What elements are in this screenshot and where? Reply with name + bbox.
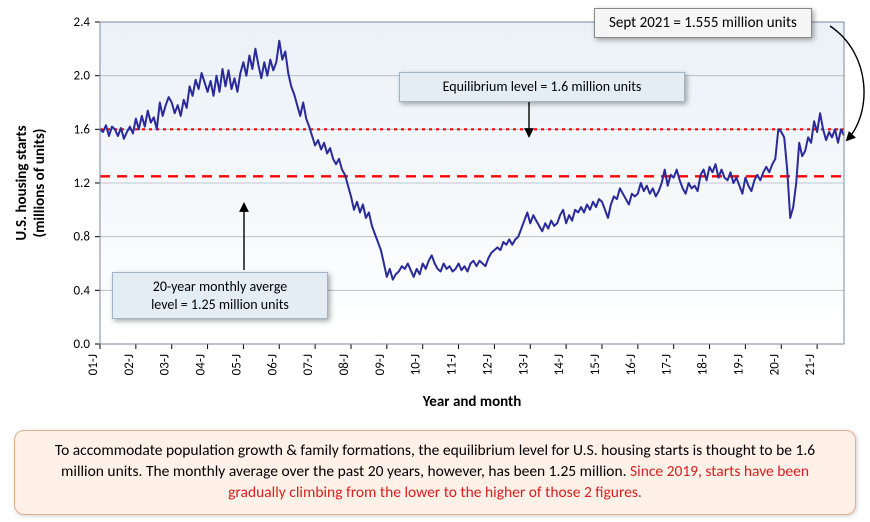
svg-text:18-J: 18-J: [696, 354, 711, 375]
svg-text:19-J: 19-J: [731, 354, 746, 375]
svg-text:0.4: 0.4: [74, 283, 91, 298]
svg-text:(millions of units): (millions of units): [31, 129, 49, 238]
svg-text:0.8: 0.8: [74, 230, 91, 245]
svg-text:03-J: 03-J: [158, 354, 173, 375]
svg-text:02-J: 02-J: [122, 354, 137, 375]
svg-text:17-J: 17-J: [660, 354, 675, 375]
svg-text:16-J: 16-J: [624, 354, 639, 375]
svg-text:09-J: 09-J: [373, 354, 388, 375]
svg-text:2.0: 2.0: [74, 69, 91, 84]
page: 0.0 0.4 0.8 1.2 1.6 2.0 2.4 01-J 02-J 03-J 04-J 05-…: [0, 0, 870, 522]
svg-text:07-J: 07-J: [301, 354, 316, 375]
annotation-equilibrium-text: Equilibrium level = 1.6 million units: [443, 78, 642, 95]
callout-sept-2021: Sept 2021 = 1.555 million units: [594, 8, 812, 38]
annotation-equilibrium: Equilibrium level = 1.6 million units: [399, 72, 685, 102]
annotation-20yr-average: 20-year monthly averge level = 1.25 mill…: [112, 272, 328, 319]
svg-text:12-J: 12-J: [480, 354, 495, 375]
svg-text:08-J: 08-J: [337, 354, 352, 375]
annotation-avg-line1: 20-year monthly averge: [153, 278, 288, 295]
svg-text:05-J: 05-J: [229, 354, 244, 375]
chart-container: 0.0 0.4 0.8 1.2 1.6 2.0 2.4 01-J 02-J 03-J 04-J 05-…: [4, 4, 866, 424]
svg-text:U.S. housing starts: U.S. housing starts: [13, 125, 31, 240]
svg-text:Year and month: Year and month: [422, 393, 522, 411]
svg-text:15-J: 15-J: [588, 354, 603, 375]
svg-text:06-J: 06-J: [265, 354, 280, 375]
svg-text:0.0: 0.0: [74, 337, 91, 352]
svg-text:20-J: 20-J: [767, 354, 782, 375]
svg-text:04-J: 04-J: [194, 354, 209, 375]
svg-text:11-J: 11-J: [445, 354, 460, 375]
svg-text:21-J: 21-J: [803, 354, 818, 375]
callout-text: Sept 2021 = 1.555 million units: [609, 14, 797, 32]
line-chart: 0.0 0.4 0.8 1.2 1.6 2.0 2.4 01-J 02-J 03-J 04-J 05-…: [4, 4, 866, 424]
annotation-avg-line2: level = 1.25 million units: [151, 296, 289, 313]
svg-text:13-J: 13-J: [516, 354, 531, 375]
svg-text:01-J: 01-J: [86, 354, 101, 375]
svg-text:10-J: 10-J: [409, 354, 424, 375]
svg-text:1.2: 1.2: [74, 176, 91, 191]
svg-text:1.6: 1.6: [74, 122, 91, 137]
svg-text:2.4: 2.4: [74, 15, 91, 30]
svg-text:14-J: 14-J: [552, 354, 567, 375]
caption-box: To accommodate population growth & famil…: [14, 430, 856, 515]
